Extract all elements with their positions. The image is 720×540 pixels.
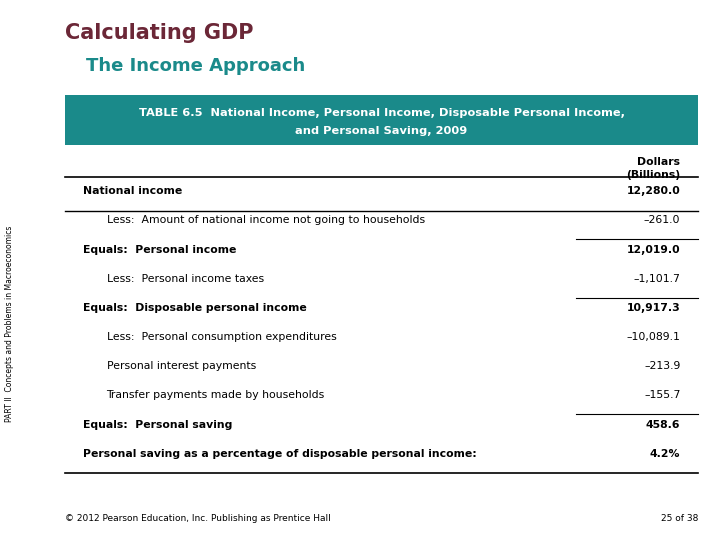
Text: Personal saving as a percentage of disposable personal income:: Personal saving as a percentage of dispo…: [83, 449, 477, 459]
Text: 458.6: 458.6: [646, 420, 680, 430]
Text: –1,101.7: –1,101.7: [634, 274, 680, 284]
Text: Calculating GDP: Calculating GDP: [65, 23, 253, 43]
Text: Dollars
(Billions): Dollars (Billions): [626, 157, 680, 180]
Text: –261.0: –261.0: [644, 215, 680, 226]
Text: Less:  Personal consumption expenditures: Less: Personal consumption expenditures: [107, 332, 336, 342]
Text: 12,019.0: 12,019.0: [627, 245, 680, 255]
Text: and Personal Saving, 2009: and Personal Saving, 2009: [295, 126, 468, 137]
Text: Equals:  Disposable personal income: Equals: Disposable personal income: [83, 303, 307, 313]
Text: Less:  Personal income taxes: Less: Personal income taxes: [107, 274, 264, 284]
Text: –10,089.1: –10,089.1: [626, 332, 680, 342]
Text: PART II  Concepts and Problems in Macroeconomics: PART II Concepts and Problems in Macroec…: [5, 226, 14, 422]
Text: Transfer payments made by households: Transfer payments made by households: [107, 390, 325, 401]
Text: 12,280.0: 12,280.0: [626, 186, 680, 197]
Text: Less:  Amount of national income not going to households: Less: Amount of national income not goin…: [107, 215, 425, 226]
Text: Equals:  Personal income: Equals: Personal income: [83, 245, 236, 255]
Text: –213.9: –213.9: [644, 361, 680, 372]
Text: 4.2%: 4.2%: [650, 449, 680, 459]
FancyBboxPatch shape: [65, 94, 698, 145]
Text: The Income Approach: The Income Approach: [86, 57, 306, 75]
Text: National income: National income: [83, 186, 182, 197]
Text: 10,917.3: 10,917.3: [626, 303, 680, 313]
Text: Equals:  Personal saving: Equals: Personal saving: [83, 420, 232, 430]
Text: © 2012 Pearson Education, Inc. Publishing as Prentice Hall: © 2012 Pearson Education, Inc. Publishin…: [65, 514, 330, 523]
Text: 25 of 38: 25 of 38: [661, 514, 698, 523]
Text: TABLE 6.5  National Income, Personal Income, Disposable Personal Income,: TABLE 6.5 National Income, Personal Inco…: [139, 107, 625, 118]
Text: Personal interest payments: Personal interest payments: [107, 361, 256, 372]
Text: –155.7: –155.7: [644, 390, 680, 401]
